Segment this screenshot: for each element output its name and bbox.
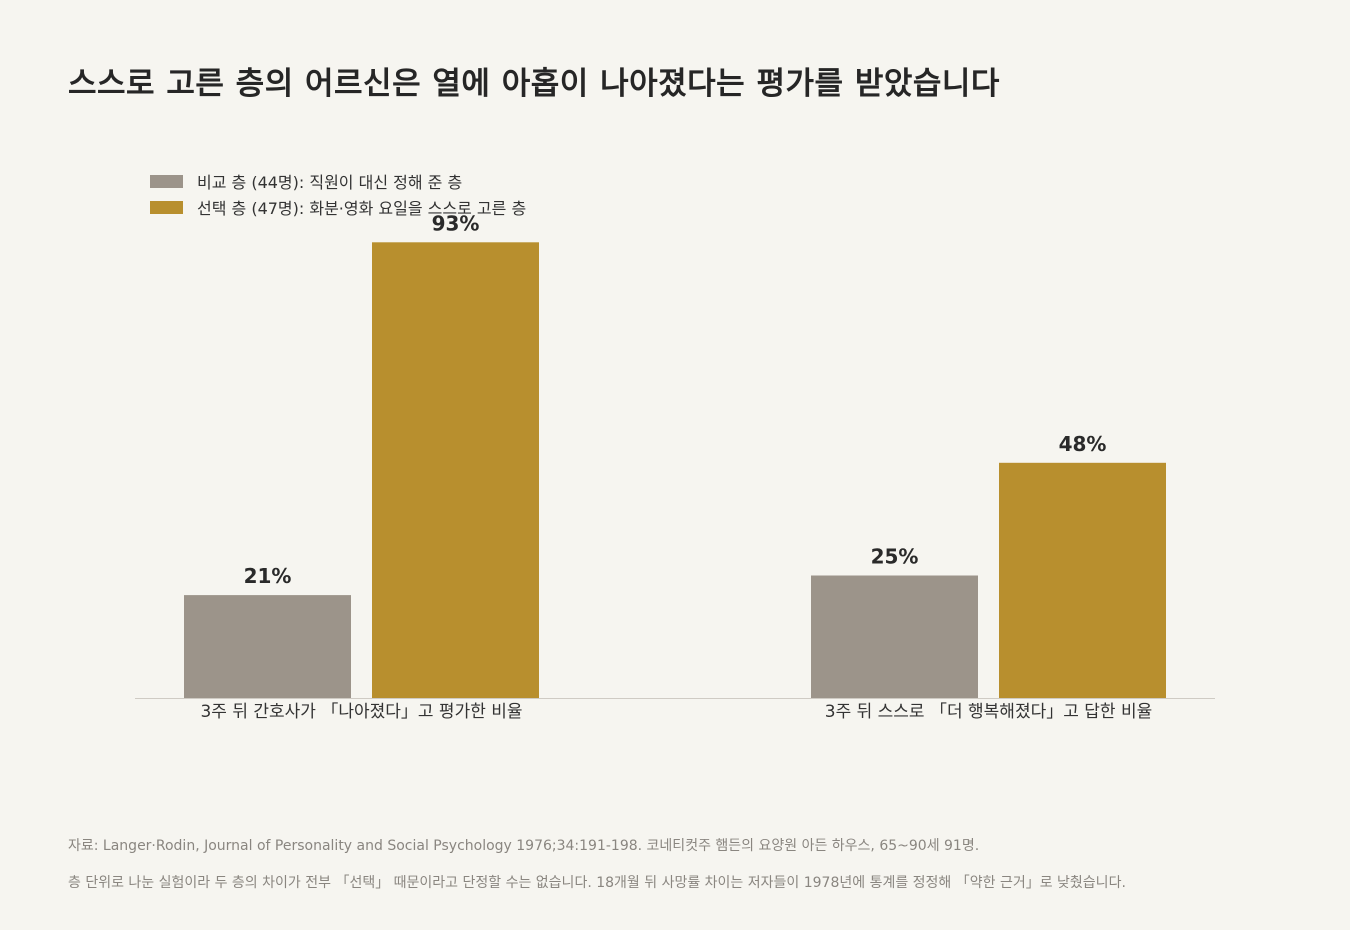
bar-choice-1	[372, 242, 539, 699]
bar-comparison-2	[811, 575, 978, 698]
data-label-comparison-2: 25%	[871, 545, 919, 569]
legend: 비교 층 (44명): 직원이 대신 정해 준 층 선택 층 (47명): 화분…	[150, 168, 526, 220]
footnote-caveat: 층 단위로 나눈 실험이라 두 층의 차이가 전부 「선택」 때문이라고 단정할…	[68, 875, 1126, 891]
legend-label-choice: 선택 층 (47명): 화분·영화 요일을 스스로 고른 층	[197, 199, 527, 218]
data-label-choice-2: 48%	[1059, 432, 1107, 456]
legend-swatch-choice	[150, 200, 183, 214]
legend-item-comparison: 비교 층 (44명): 직원이 대신 정해 준 층	[150, 168, 526, 194]
chart-title: 스스로 고른 층의 어르신은 열에 아홉이 나아졌다는 평가를 받았습니다	[68, 66, 1000, 102]
bar-choice-2	[999, 462, 1166, 698]
footnote-source: 자료: Langer·Rodin, Journal of Personality…	[68, 838, 980, 854]
legend-label-comparison: 비교 층 (44명): 직원이 대신 정해 준 층	[197, 173, 463, 192]
data-label-comparison-1: 21%	[244, 564, 292, 588]
legend-swatch-comparison	[150, 174, 183, 188]
bar-chart: 21% 93% 3주 뒤 간호사가 「나아졌다」고 평가한 비율 25% 48% 3주 뒤…	[135, 211, 1215, 722]
data-label-choice-1: 93%	[432, 211, 480, 235]
legend-item-choice: 선택 층 (47명): 화분·영화 요일을 스스로 고른 층	[150, 194, 526, 220]
category-label-2: 3주 뒤 스스로 「더 행복해졌다」고 답한 비율	[825, 702, 1152, 722]
bar-comparison-1	[184, 595, 351, 698]
category-label-1: 3주 뒤 간호사가 「나아졌다」고 평가한 비율	[200, 702, 522, 722]
